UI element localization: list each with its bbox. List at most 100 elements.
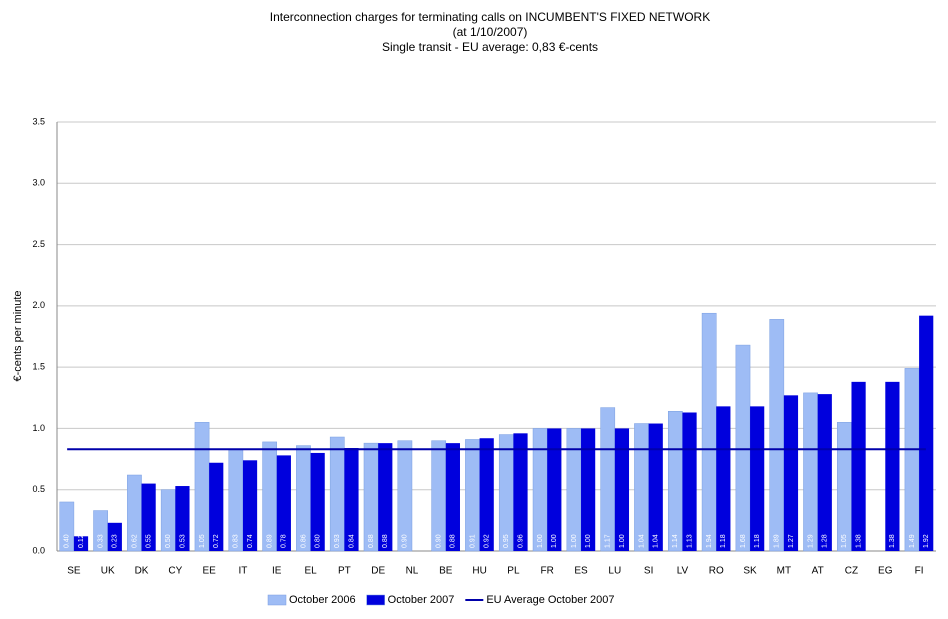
y-tick-label: 2.5 (32, 239, 45, 249)
bar (783, 395, 799, 551)
x-tick-label: LV (677, 566, 689, 577)
value-label: 0.23 (112, 534, 119, 548)
bar (648, 423, 663, 551)
value-label: 0.78 (281, 534, 288, 548)
value-label: 0.40 (64, 534, 71, 548)
value-label: 1.49 (909, 534, 916, 548)
bar (581, 428, 596, 551)
x-tick-label: FR (541, 566, 554, 577)
x-tick-label: ES (574, 566, 588, 577)
x-tick-label: CZ (845, 566, 858, 577)
x-tick-label: SK (743, 566, 757, 577)
y-tick-label: 1.0 (32, 423, 45, 433)
x-tick-label: RO (709, 566, 724, 577)
x-tick-label: NL (406, 566, 419, 577)
bar (634, 423, 649, 552)
y-tick-label: 3.0 (32, 178, 45, 188)
value-label: 1.27 (788, 534, 795, 548)
bar (73, 536, 89, 551)
x-tick-label: SE (67, 566, 81, 577)
bar (716, 406, 731, 551)
bar (498, 434, 514, 552)
value-label: 0.90 (402, 534, 409, 548)
x-tick-label: EL (304, 566, 317, 577)
value-label: 0.72 (213, 534, 220, 548)
legend-label: October 2006 (289, 594, 356, 606)
x-tick-label: IE (272, 566, 282, 577)
value-label: 1.92 (923, 534, 930, 548)
bar (851, 381, 866, 551)
chart-subtitle: Single transit - EU average: 0,83 €-cent… (382, 40, 598, 54)
bar (479, 438, 494, 551)
value-label: 1.00 (619, 534, 626, 548)
chart-subtitle: (at 1/10/2007) (453, 25, 528, 39)
bar (682, 412, 697, 551)
x-tick-label: DK (135, 566, 149, 577)
x-tick-label: EE (202, 566, 216, 577)
legend-label: EU Average October 2007 (486, 594, 614, 606)
x-tick-label: AT (812, 566, 824, 577)
bar (667, 411, 683, 552)
bar (242, 460, 258, 551)
x-tick-label: MT (777, 566, 791, 577)
value-label: 0.88 (368, 534, 375, 548)
value-label: 1.38 (889, 534, 896, 548)
y-tick-label: 2.0 (32, 300, 45, 310)
bar (378, 443, 393, 551)
value-label: 0.74 (247, 534, 254, 548)
value-label: 1.68 (740, 534, 747, 548)
bar (919, 315, 934, 551)
value-label: 0.80 (315, 534, 322, 548)
value-label: 0.88 (450, 534, 457, 548)
value-label: 0.50 (165, 534, 172, 548)
legend-label: October 2007 (388, 594, 455, 606)
x-tick-label: PL (507, 566, 520, 577)
x-tick-label: EG (878, 566, 893, 577)
x-tick-label: PT (338, 566, 351, 577)
bar (175, 486, 190, 551)
value-label: 0.93 (334, 534, 341, 548)
value-label: 0.83 (233, 534, 240, 548)
bar (904, 368, 920, 552)
bar (194, 422, 210, 552)
bar (59, 501, 75, 552)
x-tick-label: SI (644, 566, 653, 577)
bar (614, 428, 630, 551)
value-label: 1.00 (585, 534, 592, 548)
value-label: 0.84 (348, 534, 355, 548)
x-tick-label: DE (371, 566, 385, 577)
x-tick-label: LU (608, 566, 621, 577)
value-label: 1.00 (551, 534, 558, 548)
value-label: 0.55 (145, 534, 152, 548)
bar (547, 428, 562, 551)
y-tick-label: 0.0 (32, 545, 45, 555)
y-tick-label: 0.5 (32, 484, 45, 494)
y-tick-label: 1.5 (32, 362, 45, 372)
value-label: 0.96 (517, 534, 524, 548)
value-label: 0.88 (382, 534, 389, 548)
bar (445, 443, 460, 551)
value-label: 0.33 (97, 534, 104, 548)
bar (817, 394, 832, 551)
bar (750, 406, 765, 551)
value-label: 0.95 (503, 534, 510, 548)
x-tick-label: CY (168, 566, 182, 577)
y-axis-label: €-cents per minute (12, 290, 24, 381)
bar (566, 428, 582, 552)
bar (329, 436, 345, 552)
value-label: 1.05 (199, 534, 206, 548)
value-label: 0.62 (131, 534, 138, 548)
value-label: 1.04 (653, 534, 660, 548)
bar (885, 381, 900, 551)
bar (107, 522, 122, 551)
chart-title: Interconnection charges for terminating … (270, 10, 710, 24)
value-label: 1.89 (774, 534, 781, 548)
bar (344, 448, 359, 551)
value-label: 1.13 (686, 534, 693, 548)
x-tick-label: FI (915, 566, 924, 577)
value-label: 1.18 (754, 534, 761, 548)
value-label: 0.12 (78, 534, 85, 548)
value-label: 1.94 (706, 534, 713, 548)
bar (701, 312, 717, 552)
